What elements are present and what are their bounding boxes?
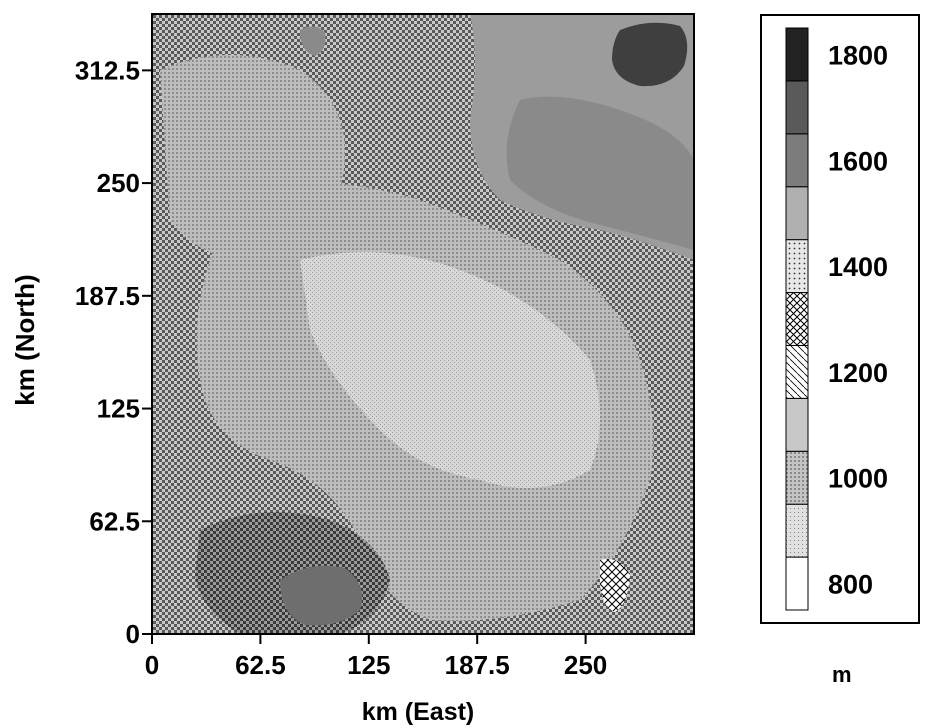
elevation-zones [160,14,694,634]
x-axis-label: km (East) [362,698,475,726]
colorbar-legend: 1800 1600 1400 1200 1000 800 [760,14,920,624]
colorbar-bands [785,27,809,611]
y-tick-label: 0 [126,619,140,649]
y-tick-label: 187.5 [75,281,140,311]
colorbar-band [785,503,809,558]
x-tick-label: 125 [347,650,390,680]
y-tick-label: 125 [97,394,140,424]
y-axis: 0 62.5 125 187.5 250 312.5 [75,55,152,649]
colorbar-band [785,397,809,452]
colorbar-band [785,27,809,82]
colorbar: 1800 1600 1400 1200 1000 800 [785,27,888,611]
x-axis: 0 62.5 125 187.5 250 [145,634,607,680]
x-tick-label: 250 [564,650,607,680]
x-tick-label: 0 [145,650,159,680]
colorbar-band [785,239,809,294]
plot-frame [151,13,695,635]
colorbar-labels: 1800 1600 1400 1200 1000 800 [828,40,888,599]
y-axis-label: km (North) [10,274,40,405]
colorbar-band [785,344,809,399]
colorbar-unit-label: m [832,662,852,687]
colorbar-band [785,80,809,135]
x-tick-label: 187.5 [445,650,510,680]
colorbar-band [785,186,809,241]
colorbar-tick-label: 1200 [828,358,888,388]
colorbar-band [785,450,809,505]
colorbar-tick-label: 800 [828,570,873,600]
y-tick-label: 250 [97,168,140,198]
colorbar-tick-label: 1400 [828,252,888,282]
colorbar-tick-label: 1800 [828,40,888,70]
colorbar-tick-label: 1000 [828,464,888,494]
y-tick-label: 62.5 [89,506,140,536]
x-tick-label: 62.5 [235,650,286,680]
colorbar-band [785,556,809,611]
colorbar-tick-label: 1600 [828,146,888,176]
y-tick-label: 312.5 [75,55,140,85]
colorbar-band [785,292,809,346]
elevation-map-panel: 0 62.5 125 187.5 250 0 62.5 125 187.5 250 312.5 k… [10,13,695,726]
colorbar-band [785,133,809,188]
